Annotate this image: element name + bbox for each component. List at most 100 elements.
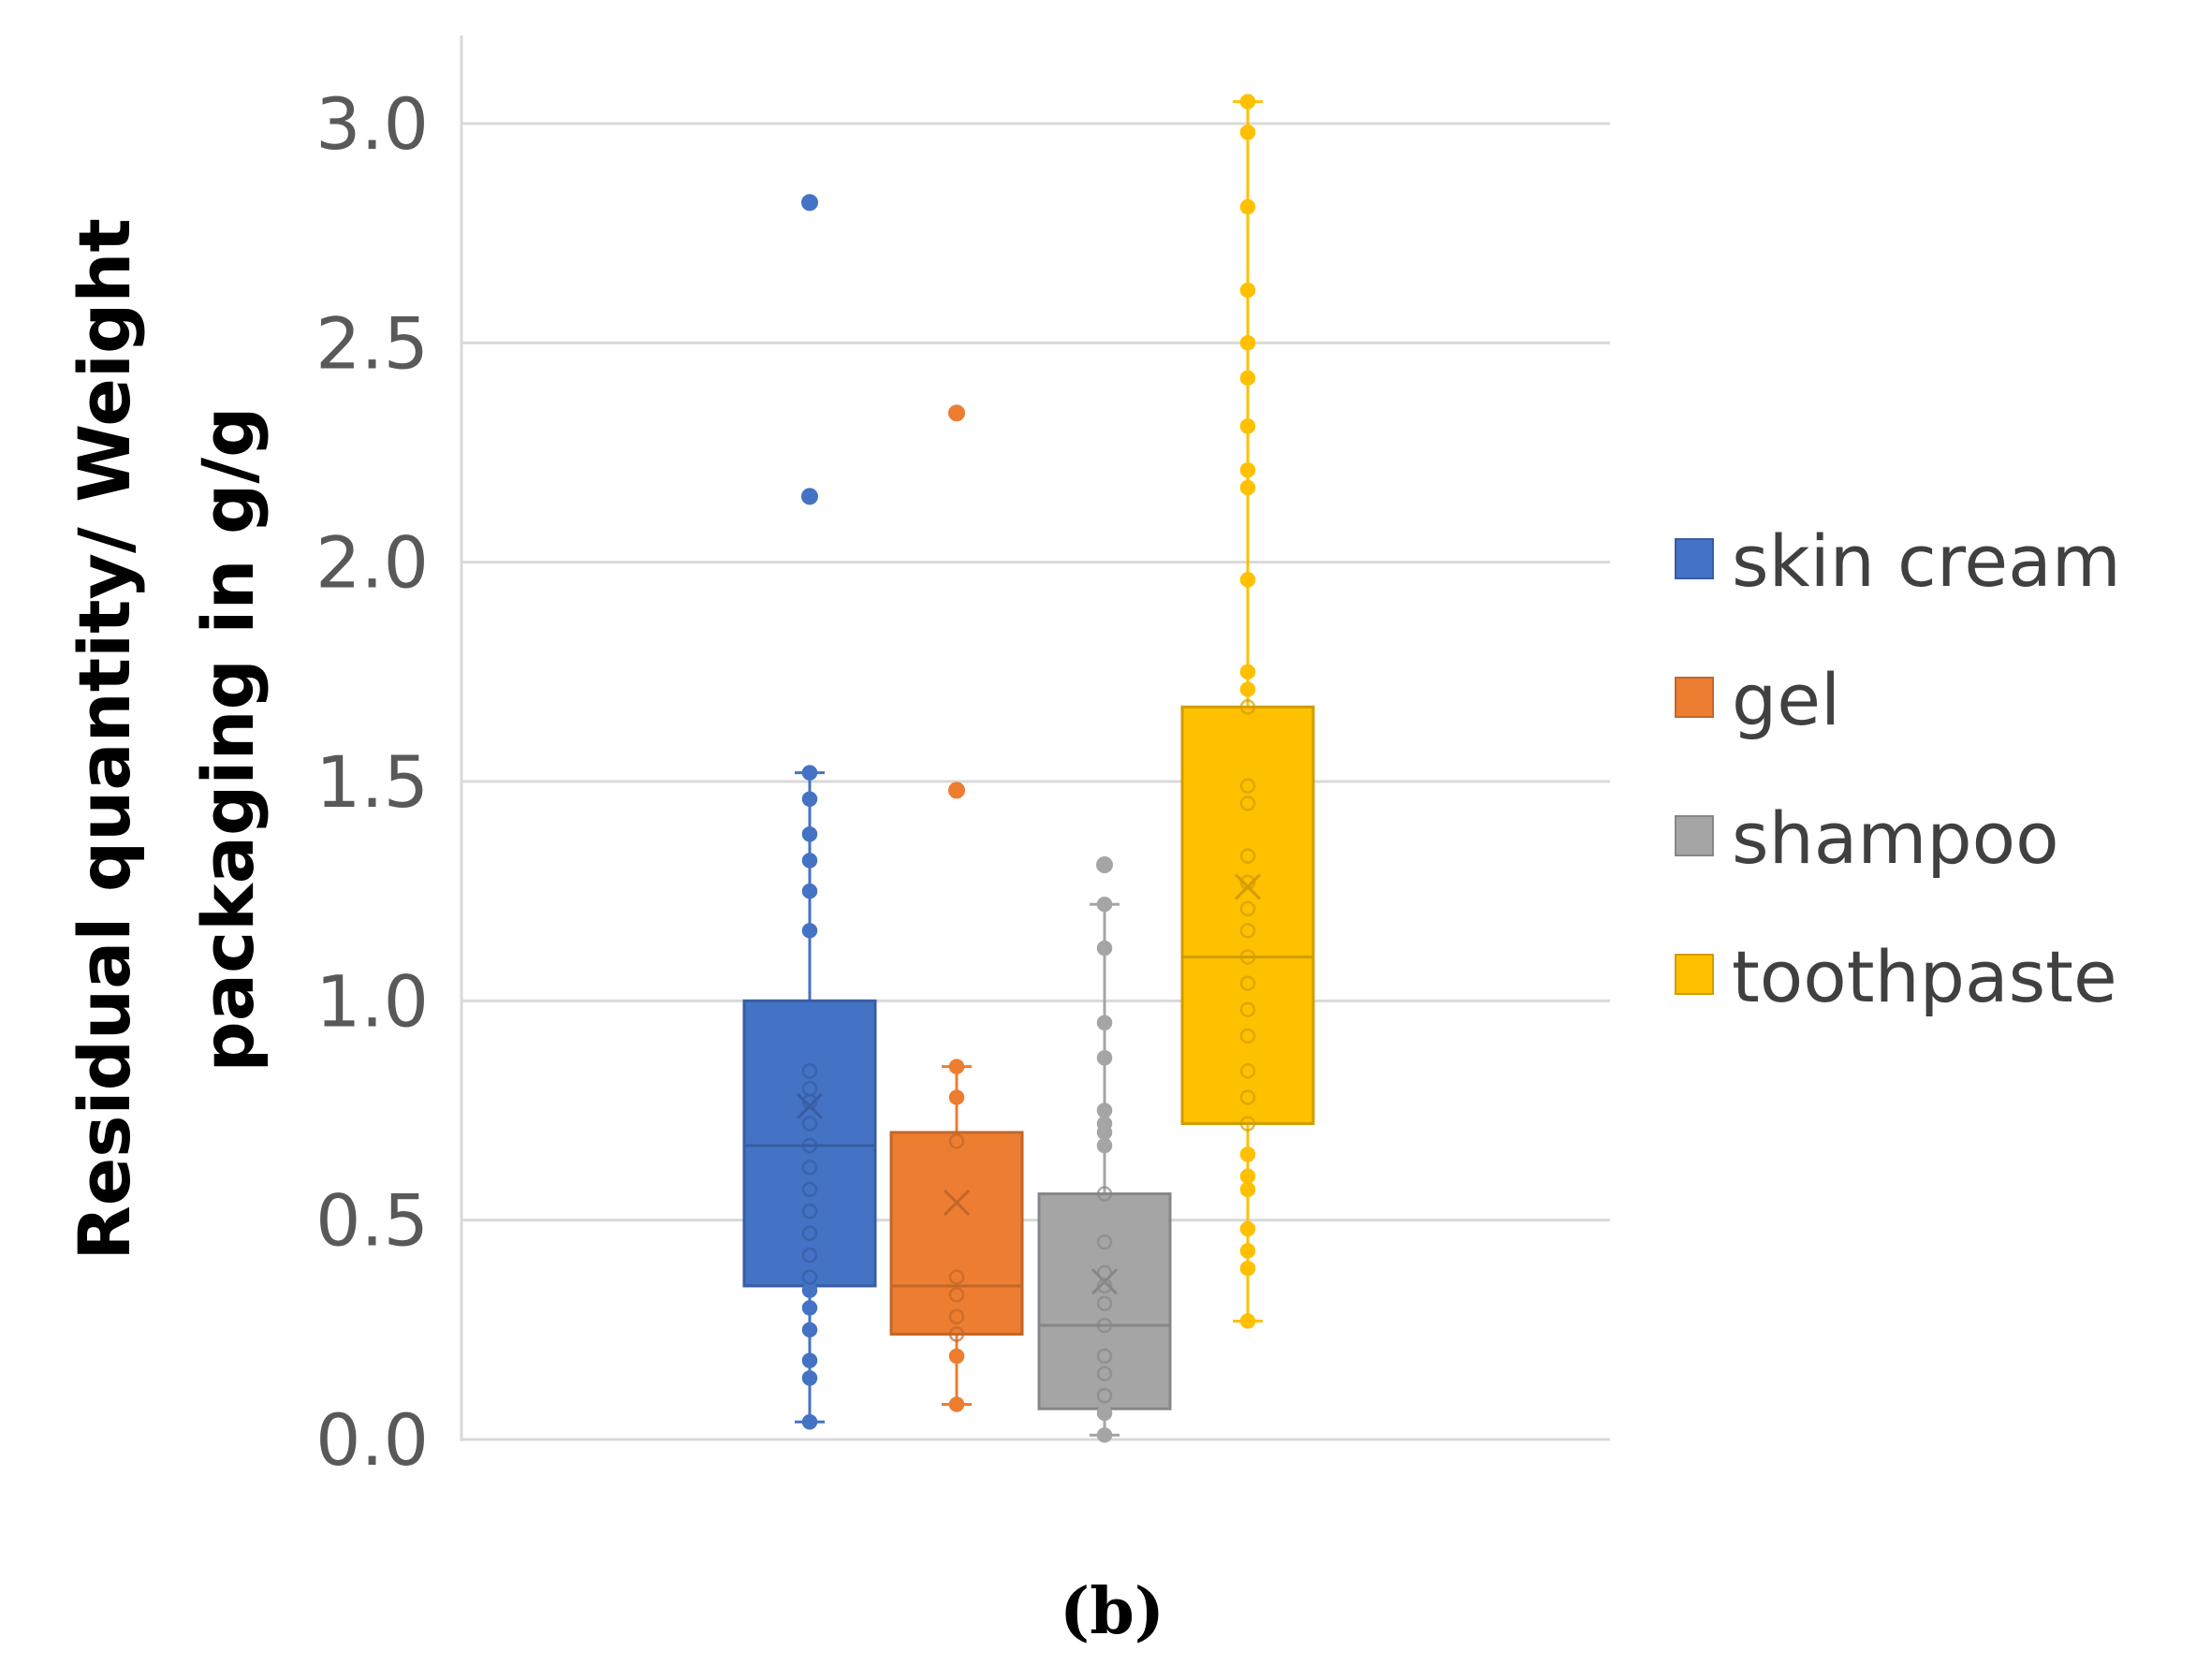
point-toothpaste-5 xyxy=(1239,1168,1256,1185)
point-skin-cream-21 xyxy=(801,791,818,807)
point-shampoo-15 xyxy=(1096,1050,1113,1066)
point-shampoo-16 xyxy=(1096,1015,1113,1031)
series-skin-cream xyxy=(742,194,877,1430)
point-toothpaste-19 xyxy=(1239,778,1256,794)
y-axis-label-line1: Residual quantity/ Weight xyxy=(63,218,146,1261)
point-gel-8 xyxy=(948,1059,965,1074)
point-skin-cream-11 xyxy=(801,1160,818,1176)
point-skin-cream-16 xyxy=(801,1063,818,1079)
point-skin-cream-12 xyxy=(801,1137,818,1154)
point-gel-3 xyxy=(948,1308,965,1325)
point-toothpaste-13 xyxy=(1239,949,1256,965)
point-toothpaste-30 xyxy=(1239,198,1256,215)
point-skin-cream-10 xyxy=(801,1181,818,1198)
mean-marker-b-shampoo xyxy=(1091,1268,1119,1295)
point-shampoo-0 xyxy=(1096,1427,1113,1443)
point-skin-cream-6 xyxy=(801,1269,818,1285)
point-toothpaste-22 xyxy=(1239,664,1256,680)
point-skin-cream-20 xyxy=(801,825,818,842)
legend: skin cream gel shampoo toothpaste xyxy=(1675,519,2121,1018)
point-toothpaste-32 xyxy=(1239,94,1256,110)
point-toothpaste-18 xyxy=(1239,796,1256,811)
point-gel-0 xyxy=(948,1396,965,1412)
point-skin-cream-1 xyxy=(801,1370,818,1386)
point-skin-cream-18 xyxy=(801,883,818,899)
box-skin-cream xyxy=(742,999,877,1288)
point-skin-cream-3 xyxy=(801,1322,818,1338)
legend-swatch-skin-cream xyxy=(1675,538,1714,579)
mean-marker-b-skin-cream xyxy=(796,1092,824,1119)
point-toothpaste-25 xyxy=(1239,461,1256,478)
point-toothpaste-12 xyxy=(1239,975,1256,991)
legend-swatch-shampoo xyxy=(1675,815,1714,856)
mean-marker-b-gel xyxy=(943,1189,971,1216)
series-gel xyxy=(889,404,1024,1412)
y-axis-label-line2: packaging in g/g xyxy=(186,406,270,1072)
y-tick-label-0: 0.0 xyxy=(315,1398,429,1482)
point-skin-cream-17 xyxy=(801,923,818,939)
legend-label-skin-cream: skin cream xyxy=(1732,519,2121,603)
point-toothpaste-16 xyxy=(1239,874,1256,891)
outlier-gel-1 xyxy=(948,404,965,422)
point-shampoo-5 xyxy=(1096,1317,1113,1334)
outlier-skin-cream-1 xyxy=(801,194,818,212)
point-skin-cream-9 xyxy=(801,1204,818,1220)
series-shampoo xyxy=(1037,856,1172,1443)
point-toothpaste-28 xyxy=(1239,335,1256,351)
point-toothpaste-6 xyxy=(1239,1147,1256,1162)
point-shampoo-2 xyxy=(1096,1387,1113,1404)
point-gel-5 xyxy=(948,1269,965,1285)
point-toothpaste-11 xyxy=(1239,1001,1256,1017)
point-skin-cream-8 xyxy=(801,1225,818,1241)
point-toothpaste-9 xyxy=(1239,1063,1256,1079)
point-toothpaste-14 xyxy=(1239,923,1256,939)
point-shampoo-8 xyxy=(1096,1264,1113,1281)
point-toothpaste-4 xyxy=(1239,1181,1256,1198)
point-toothpaste-3 xyxy=(1239,1220,1256,1237)
point-toothpaste-27 xyxy=(1239,370,1256,387)
outlier-gel-0 xyxy=(948,782,965,799)
point-shampoo-4 xyxy=(1096,1348,1113,1365)
point-toothpaste-10 xyxy=(1239,1028,1256,1045)
point-shampoo-9 xyxy=(1096,1234,1113,1250)
point-shampoo-1 xyxy=(1096,1405,1113,1422)
point-shampoo-18 xyxy=(1096,896,1113,913)
point-toothpaste-7 xyxy=(1239,1116,1256,1132)
point-toothpaste-2 xyxy=(1239,1243,1256,1259)
legend-label-toothpaste: toothpaste xyxy=(1732,935,2117,1018)
point-skin-cream-13 xyxy=(801,1116,818,1132)
point-toothpaste-29 xyxy=(1239,282,1256,299)
series-toothpaste xyxy=(1180,94,1315,1329)
point-gel-2 xyxy=(948,1326,965,1342)
point-shampoo-11 xyxy=(1096,1137,1113,1154)
y-tick-label-1: 0.5 xyxy=(315,1179,429,1263)
mean-marker-b-toothpaste xyxy=(1234,873,1262,900)
point-skin-cream-4 xyxy=(801,1300,818,1316)
gridlines xyxy=(461,122,1610,1441)
y-tick-label-5: 2.5 xyxy=(315,301,429,385)
point-shampoo-17 xyxy=(1096,940,1113,957)
point-skin-cream-19 xyxy=(801,853,818,869)
box-series xyxy=(742,94,1315,1443)
y-tick-labels: 0.0 0.5 1.0 1.5 2.0 2.5 3.0 xyxy=(315,82,429,1482)
point-skin-cream-0 xyxy=(801,1414,818,1430)
point-shampoo-10 xyxy=(1096,1186,1113,1202)
point-toothpaste-24 xyxy=(1239,479,1256,496)
point-skin-cream-7 xyxy=(801,1247,818,1264)
y-tick-label-4: 2.0 xyxy=(315,521,429,605)
outlier-skin-cream-0 xyxy=(801,488,818,505)
point-gel-4 xyxy=(948,1287,965,1303)
point-skin-cream-5 xyxy=(801,1282,818,1298)
point-shampoo-3 xyxy=(1096,1366,1113,1381)
point-toothpaste-31 xyxy=(1239,124,1256,140)
point-toothpaste-8 xyxy=(1239,1089,1256,1105)
point-gel-7 xyxy=(948,1089,965,1105)
figure-caption: (b) xyxy=(1060,1574,1164,1649)
point-toothpaste-1 xyxy=(1239,1260,1256,1277)
point-toothpaste-15 xyxy=(1239,900,1256,917)
point-gel-1 xyxy=(948,1348,965,1365)
point-skin-cream-2 xyxy=(801,1352,818,1368)
y-tick-label-3: 1.5 xyxy=(315,740,429,824)
point-gel-6 xyxy=(948,1133,965,1149)
